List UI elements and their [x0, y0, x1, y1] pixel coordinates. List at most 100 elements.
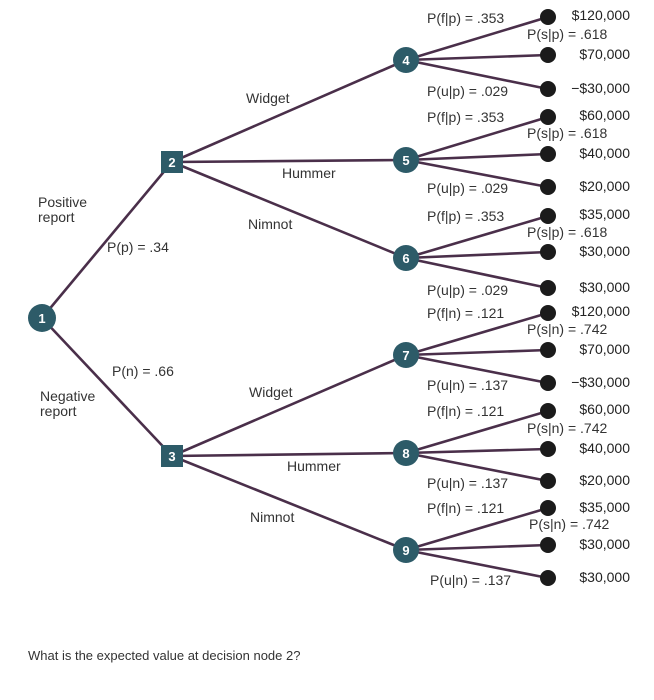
payoff-9-u: $30,000	[579, 569, 630, 585]
payoff-9-f: $35,000	[579, 499, 630, 515]
prob-6-f: P(f|p) = .353	[427, 208, 505, 224]
branch-positive-report	[41, 161, 173, 319]
outcome-9-s	[405, 543, 549, 552]
payoff-7-s: $70,000	[579, 341, 630, 357]
outcome-4-u	[405, 58, 549, 91]
end-dot	[540, 500, 556, 516]
outcome-5-s	[405, 152, 549, 162]
p-positive-label: P(p) = .34	[107, 239, 169, 255]
end-dot	[540, 473, 556, 489]
chance-node-1	[28, 304, 56, 332]
chance-node-4	[393, 47, 419, 73]
alt-widget-3: Widget	[249, 384, 293, 400]
end-dot	[540, 9, 556, 25]
prob-9-s: P(s|n) = .742	[529, 516, 610, 532]
chance-node-8	[393, 440, 419, 466]
end-dot	[540, 146, 556, 162]
branch-2-hummer	[171, 158, 407, 164]
outcome-8-s	[405, 447, 549, 455]
alt-nimnot-3: Nimnot	[250, 509, 295, 525]
outcome-6-u	[405, 256, 549, 290]
outcome-6-s	[405, 250, 549, 260]
branch-2-nimnot	[171, 160, 407, 260]
node-2-number: 2	[168, 155, 175, 170]
alt-hummer-2: Hummer	[282, 165, 336, 181]
outcome-4-f	[405, 15, 549, 62]
outcome-9-f	[405, 506, 549, 552]
node-8-number: 8	[402, 446, 409, 461]
chance-node-7	[393, 342, 419, 368]
outcome-4-s	[405, 53, 549, 62]
terminal-dots	[540, 9, 556, 586]
node-3-number: 3	[168, 449, 175, 464]
end-dot	[540, 244, 556, 260]
end-dot	[540, 342, 556, 358]
payoff-8-s: $40,000	[579, 440, 630, 456]
payoff-4-s: $70,000	[579, 46, 630, 62]
outcome-8-u	[405, 451, 549, 483]
node-5-number: 5	[402, 153, 409, 168]
payoff-5-s: $40,000	[579, 145, 630, 161]
outcome-7-u	[405, 353, 549, 385]
end-dot	[540, 375, 556, 391]
decision-node-3	[161, 445, 183, 467]
payoff-7-f: $120,000	[571, 303, 630, 319]
outcome-7-s	[405, 348, 549, 357]
prob-7-u: P(u|n) = .137	[427, 377, 509, 393]
end-dot	[540, 179, 556, 195]
outcome-9-u	[405, 548, 549, 580]
branch-3-hummer	[171, 451, 407, 458]
payoff-7-u: −$30,000	[571, 374, 630, 390]
end-dot	[540, 305, 556, 321]
decision-node-2	[161, 151, 183, 173]
prob-5-s: P(s|p) = .618	[527, 125, 608, 141]
end-dot	[540, 208, 556, 224]
payoff-9-s: $30,000	[579, 536, 630, 552]
payoff-5-u: $20,000	[579, 178, 630, 194]
end-dot	[540, 47, 556, 63]
outcome-8-f	[405, 409, 549, 455]
chance-node-6	[393, 245, 419, 271]
prob-9-u: P(u|n) = .137	[430, 572, 512, 588]
branch-3-widget	[171, 353, 407, 458]
negative-report-label: Negative report	[40, 388, 96, 419]
prob-5-f: P(f|p) = .353	[427, 109, 505, 125]
outcome-7-f	[405, 311, 549, 357]
end-dot	[540, 280, 556, 296]
node-4-number: 4	[402, 53, 410, 68]
payoff-6-s: $30,000	[579, 243, 630, 259]
node-1-number: 1	[38, 311, 45, 326]
end-dot	[540, 441, 556, 457]
prob-5-u: P(u|p) = .029	[427, 180, 509, 196]
payoff-6-u: $30,000	[579, 279, 630, 295]
positive-report-label: Positive report	[38, 194, 88, 225]
outcome-6-f	[405, 214, 549, 260]
prob-6-s: P(s|p) = .618	[527, 224, 608, 240]
prob-4-u: P(u|p) = .029	[427, 83, 509, 99]
node-7-number: 7	[402, 348, 409, 363]
chance-node-9	[393, 537, 419, 563]
prob-7-f: P(f|n) = .121	[427, 305, 505, 321]
node-9-number: 9	[402, 543, 409, 558]
alt-hummer-3: Hummer	[287, 458, 341, 474]
outcome-5-u	[405, 158, 549, 189]
prob-6-u: P(u|p) = .029	[427, 282, 509, 298]
alt-widget-2: Widget	[246, 90, 290, 106]
prob-4-s: P(s|p) = .618	[527, 26, 608, 42]
question-text: What is the expected value at decision n…	[28, 648, 301, 663]
payoff-4-u: −$30,000	[571, 80, 630, 96]
prob-7-s: P(s|n) = .742	[527, 321, 608, 337]
branch-negative-report	[41, 317, 173, 457]
prob-4-f: P(f|p) = .353	[427, 10, 505, 26]
prob-9-f: P(f|n) = .121	[427, 500, 505, 516]
branch-2-widget	[171, 58, 407, 164]
payoff-8-f: $60,000	[579, 401, 630, 417]
outcome-5-f	[405, 115, 549, 162]
end-dot	[540, 403, 556, 419]
p-negative-label: P(n) = .66	[112, 363, 174, 379]
end-dot	[540, 109, 556, 125]
payoff-5-f: $60,000	[579, 107, 630, 123]
chance-node-5	[393, 147, 419, 173]
